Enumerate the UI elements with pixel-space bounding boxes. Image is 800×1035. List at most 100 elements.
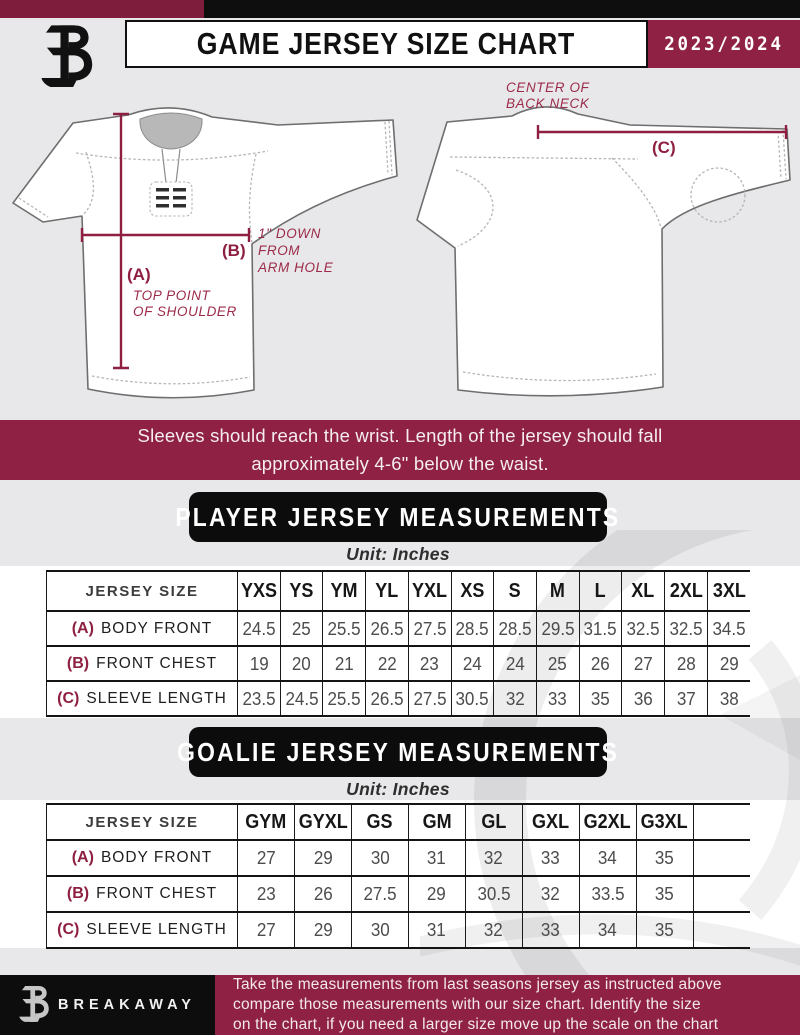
row-key: (B) [66, 885, 90, 902]
goalie-section-title: GOALIE JERSEY MEASUREMENTS [177, 736, 620, 767]
value-cell: 29 [706, 646, 750, 681]
row-label-cell: (C) SLEEVE LENGTH [46, 681, 238, 716]
banner-line-1: Sleeves should reach the wrist. Length o… [137, 425, 663, 446]
size-column-header: M [535, 571, 580, 611]
measurement-line-b [80, 228, 251, 242]
goalie-unit-label: Unit: Inches [346, 779, 450, 799]
value-cell: 37 [664, 681, 708, 716]
lace-detail [156, 188, 186, 208]
note-a-line1: TOP POINT [133, 288, 212, 303]
size-column-header: YS [279, 571, 323, 611]
label-c: (C) [652, 138, 676, 157]
note-a-line2: OF SHOULDER [133, 304, 237, 319]
value-cell: 30 [350, 912, 409, 948]
value-cell: 20 [279, 646, 323, 681]
size-column-header: YXL [407, 571, 452, 611]
value-cell: 26.5 [365, 611, 409, 646]
value-cell: 27.5 [407, 681, 452, 716]
value-cell: 32.5 [664, 611, 708, 646]
value-cell: 32 [464, 912, 523, 948]
value-cell: 30.5 [464, 876, 523, 912]
goalie-size-table: JERSEY SIZE GYM GYXL GS GM GL GXL G2XL G3XL (A) BO… [46, 803, 750, 949]
note-c-line2: BACK NECK [506, 96, 590, 111]
size-column-header: S [493, 571, 537, 611]
value-cell: 29 [293, 840, 352, 876]
value-cell: 25.5 [322, 611, 366, 646]
size-column-header: GM [407, 804, 466, 840]
size-column-header: YM [322, 571, 366, 611]
value-cell: 23 [407, 646, 452, 681]
size-column-header: GL [464, 804, 523, 840]
banner-line-2: approximately 4-6" below the waist. [251, 453, 549, 474]
season-badge: 2023/2024 [648, 20, 800, 68]
top-strip-black [204, 0, 800, 18]
size-column-header: YXS [237, 571, 281, 611]
value-cell: 30 [350, 840, 409, 876]
row-label: BODY FRONT [100, 619, 213, 637]
row-label: FRONT CHEST [96, 654, 218, 672]
row-label-cell: (A) BODY FRONT [46, 611, 238, 646]
player-table-wrap: JERSEY SIZE YXS YS YM YL YXL XS S M L XL 2XL 3XL (A) B… [46, 570, 750, 717]
value-cell: 33.5 [578, 876, 637, 912]
note-b-line1: 1" DOWN [258, 226, 321, 241]
label-a: (A) [127, 265, 151, 284]
value-cell: 35 [635, 840, 693, 876]
measurement-row: (C) SLEEVE LENGTH 27 29 30 31 32 33 34 35 [46, 912, 750, 948]
value-cell: 25 [535, 646, 580, 681]
note-b-line2: FROM [258, 243, 300, 258]
footer-brand-box: BREAKAWAY [0, 975, 215, 1035]
page-title: GAME JERSEY SIZE CHART [197, 26, 576, 61]
value-cell: 26.5 [365, 681, 409, 716]
value-cell: 21 [322, 646, 366, 681]
value-cell: 31 [407, 840, 466, 876]
size-column-header: GXL [521, 804, 580, 840]
measurement-row: (A) BODY FRONT 27 29 30 31 32 33 34 35 [46, 840, 750, 876]
value-cell: 24 [450, 646, 494, 681]
value-cell: 27.5 [407, 611, 452, 646]
value-cell [692, 876, 750, 912]
value-cell: 34 [578, 840, 637, 876]
breakaway-b-logo [36, 23, 94, 93]
size-column-header: 2XL [664, 571, 708, 611]
value-cell: 19 [237, 646, 281, 681]
measurement-row: (B) FRONT CHEST 23 26 27.5 29 30.5 32 33.5 35 [46, 876, 750, 912]
value-cell: 25.5 [322, 681, 366, 716]
value-cell: 29 [293, 912, 352, 948]
value-cell: 35 [635, 876, 693, 912]
value-cell: 29 [407, 876, 466, 912]
season-label: 2023/2024 [664, 33, 784, 55]
row-label: SLEEVE LENGTH [86, 921, 227, 938]
page-title-box: GAME JERSEY SIZE CHART [125, 20, 648, 68]
measurement-row: (B) FRONT CHEST 19 20 21 22 23 24 24 25 26 27 28 29 [46, 646, 750, 681]
value-cell: 24.5 [237, 611, 281, 646]
fit-instruction-banner: Sleeves should reach the wrist. Length o… [0, 420, 800, 480]
footer-line-2: compare those measurements with our size… [233, 996, 701, 1013]
value-cell: 23 [237, 876, 295, 912]
row-label: SLEEVE LENGTH [86, 689, 227, 707]
value-cell: 35 [635, 912, 693, 948]
value-cell: 32 [493, 681, 537, 716]
size-column-header: L [578, 571, 622, 611]
row-label: BODY FRONT [100, 849, 213, 866]
goalie-table-wrap: JERSEY SIZE GYM GYXL GS GM GL GXL G2XL G3XL (A) BO… [46, 803, 750, 949]
row-key: (C) [57, 689, 80, 707]
value-cell: 26 [578, 646, 622, 681]
value-cell: 28.5 [450, 611, 494, 646]
back-jersey-drawing [416, 106, 791, 397]
player-section-header: PLAYER JERSEY MEASUREMENTS [176, 492, 618, 542]
player-section-title: PLAYER JERSEY MEASUREMENTS [175, 501, 621, 532]
player-size-table: JERSEY SIZE YXS YS YM YL YXL XS S M L XL 2XL 3XL (A) B… [46, 570, 750, 717]
jersey-size-header: JERSEY SIZE [46, 571, 238, 611]
value-cell: 24 [493, 646, 537, 681]
value-cell: 25 [279, 611, 323, 646]
value-cell: 23.5 [237, 681, 281, 716]
value-cell: 22 [365, 646, 409, 681]
value-cell: 34.5 [706, 611, 750, 646]
front-jersey-drawing [12, 107, 398, 399]
row-key: (A) [71, 849, 94, 866]
size-column-header: G2XL [578, 804, 637, 840]
row-label-cell: (B) FRONT CHEST [46, 646, 238, 681]
value-cell: 31 [407, 912, 466, 948]
note-b-line3: ARM HOLE [257, 260, 334, 275]
